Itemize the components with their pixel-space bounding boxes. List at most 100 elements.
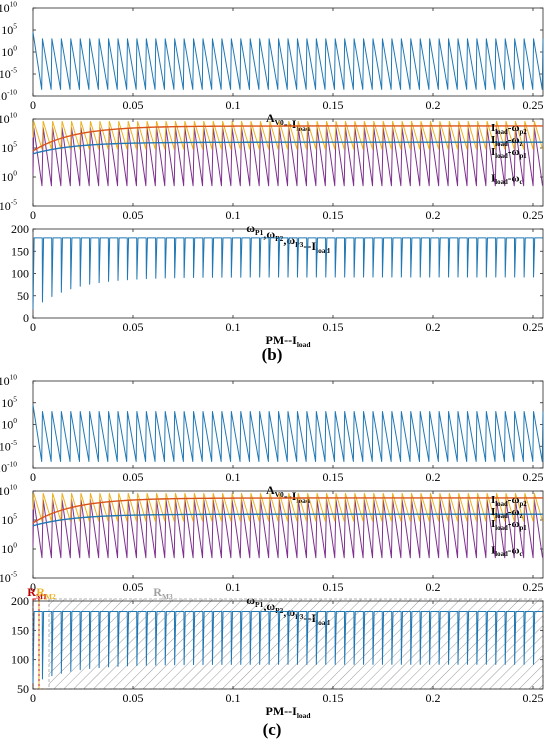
x-tick-label: 0.2: [426, 98, 441, 112]
x-tick-label: 0.1: [226, 470, 241, 484]
x-tick-label: 0.25: [523, 470, 544, 484]
y-tick-label: 105: [1, 394, 17, 409]
x-tick-label: 0.15: [323, 470, 344, 484]
x-tick-label: 0.2: [426, 320, 441, 334]
x-tick-label: 0.15: [323, 98, 344, 112]
x-tick-label: 0.15: [323, 580, 344, 594]
x-tick-label: 0.25: [523, 98, 544, 112]
x-tick-label: 0.2: [426, 470, 441, 484]
y-tick-label: 10-10: [0, 460, 17, 475]
y-tick-label: 10-5: [0, 66, 17, 81]
x-tick-label: 0.05: [123, 470, 144, 484]
legend-entry-c: Iload-ωc: [491, 172, 523, 186]
y-tick-label: 100: [1, 541, 17, 556]
y-tick-label: 150: [11, 623, 29, 637]
series-line-omega_p2: [32, 492, 544, 522]
chart-b3: 0 0.05 0.1 0.15 0.2 0.25 0 50 100 150 200 PM--Iload: [11, 222, 544, 349]
region-label-m2: RM2: [36, 585, 56, 601]
x-tick-label: 0.25: [523, 691, 544, 705]
y-tick-label: 200: [11, 594, 29, 608]
x-tick-label: 0.15: [323, 691, 344, 705]
series-line-main: [32, 404, 544, 462]
x-tick-label: 0.05: [123, 691, 144, 705]
chart-b2: 0 0.05 0.1 0.15 0.2 0.25 10-5 100 105 1010 Iload-ω…: [0, 111, 544, 255]
panel-c-label: (c): [263, 720, 282, 739]
series-line-omega_c: [32, 127, 544, 187]
series-line-omega_p1: [32, 141, 543, 155]
y-tick-label: 105: [1, 22, 17, 37]
x-tick-label: 0: [30, 580, 36, 594]
y-tick-label: 1010: [0, 0, 17, 15]
x-axis-label: PM--Iload: [266, 333, 312, 349]
y-tick-label: 100: [1, 416, 17, 431]
series-line-main: [32, 611, 543, 684]
y-tick-label: 100: [1, 44, 17, 59]
series-line-omega_z: [32, 125, 543, 152]
legend-entry-p1: Iload-ωp1: [491, 518, 527, 532]
x-tick-label: 0.05: [123, 208, 144, 222]
x-tick-label: 0.05: [123, 320, 144, 334]
x-tick-label: 0.25: [523, 208, 544, 222]
x-axis-label: ωP1,ωP2,ωP3--Iload: [246, 221, 330, 255]
series-line-main: [32, 32, 544, 90]
y-tick-label: 100: [11, 267, 29, 281]
y-tick-label: 1010: [0, 373, 17, 388]
x-axis-label: PM--Iload: [266, 704, 312, 720]
series-line-omega_z: [32, 497, 543, 524]
x-tick-label: 0.15: [323, 208, 344, 222]
x-tick-label: 0.2: [426, 691, 441, 705]
panel-b-label: (b): [262, 345, 283, 364]
y-tick-label: 10-5: [0, 198, 17, 213]
x-tick-label: 0: [30, 691, 36, 705]
series-line-main: [32, 237, 543, 310]
y-tick-label: 105: [1, 140, 17, 155]
x-tick-label: 0.25: [523, 320, 544, 334]
charts-layer: 00.050.10.150.20.2510-1010-51001051010AV…: [0, 0, 544, 720]
y-tick-label: 10-5: [0, 438, 17, 453]
y-tick-label: 200: [11, 222, 29, 236]
y-tick-label: 0: [23, 311, 29, 325]
x-tick-label: 0.1: [226, 580, 241, 594]
y-tick-label: 1010: [0, 483, 17, 498]
chart-c1: 00.050.10.150.20.2510-1010-51001051010AV…: [0, 373, 544, 505]
y-tick-label: 10-10: [0, 88, 17, 103]
y-tick-label: 50: [17, 289, 29, 303]
y-tick-label: 1010: [0, 111, 17, 126]
legend-entry-p2: Iload-ωp2: [491, 122, 527, 136]
x-tick-label: 0.25: [523, 580, 544, 594]
x-tick-label: 0.2: [426, 208, 441, 222]
y-tick-label: 150: [11, 244, 29, 258]
x-tick-label: 0.2: [426, 580, 441, 594]
y-tick-label: 50: [17, 682, 29, 696]
x-tick-label: 0: [30, 470, 36, 484]
legend-entry-z: Iload-ωz: [491, 506, 523, 520]
y-tick-label: 105: [1, 512, 17, 527]
region-label-m1: RM1: [27, 585, 47, 601]
series-line-omega_p2: [32, 120, 544, 150]
legend-entry-p1: Iload-ωp1: [491, 146, 527, 160]
region-rm3: [48, 598, 544, 690]
x-tick-label: 0.1: [226, 98, 241, 112]
series-line-omega_c: [32, 499, 544, 559]
series-line-omega_p1: [32, 513, 543, 527]
plot-frame: [32, 600, 544, 690]
y-tick-label: 100: [1, 169, 17, 184]
legend-entry-z: Iload-ωz: [491, 134, 523, 148]
y-tick-label: 10-5: [0, 570, 17, 585]
x-tick-label: 0.15: [323, 320, 344, 334]
x-tick-label: 0: [30, 98, 36, 112]
x-tick-label: 0.1: [226, 208, 241, 222]
x-tick-label: 0.1: [226, 691, 241, 705]
x-tick-label: 0: [30, 208, 36, 222]
x-tick-label: 0: [30, 320, 36, 334]
legend-entry-c: Iload-ωc: [491, 544, 523, 558]
x-tick-label: 0.05: [123, 580, 144, 594]
region-label-m3: RM3: [153, 585, 173, 601]
chart-b1: 00.050.10.150.20.2510-1010-51001051010AV…: [0, 0, 544, 133]
legend-entry-p2: Iload-ωp2: [491, 494, 527, 508]
y-tick-label: 100: [11, 653, 29, 667]
x-tick-label: 0.1: [226, 320, 241, 334]
x-tick-label: 0.05: [123, 98, 144, 112]
